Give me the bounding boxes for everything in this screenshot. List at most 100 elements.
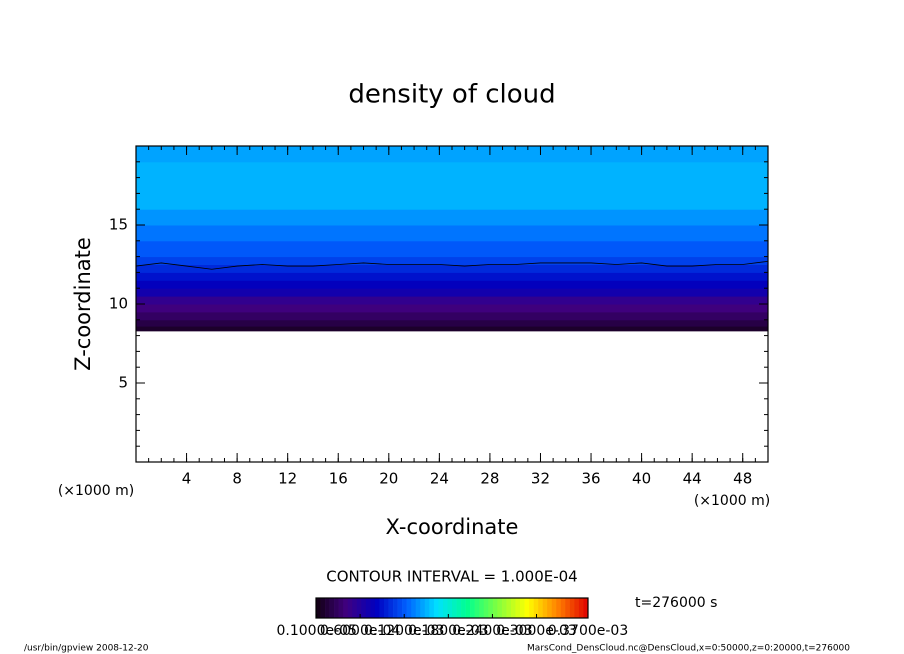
colorbar-cell [547, 598, 553, 618]
colorbar-cell [565, 598, 571, 618]
x-tick-label: 12 [278, 470, 297, 488]
colorbar-cell [356, 598, 362, 618]
colorbar-cell [397, 598, 403, 618]
colorbar-cell [461, 598, 466, 618]
y-tick-label: 15 [109, 216, 128, 234]
colorbar-cell [501, 598, 507, 618]
x-tick-label: 4 [182, 470, 192, 488]
density-band [136, 311, 768, 321]
x-tick-label: 36 [581, 470, 600, 488]
density-band [136, 264, 768, 273]
colorbar-cell [406, 598, 412, 618]
x-tick-label: 16 [329, 470, 348, 488]
density-band [136, 256, 768, 265]
colorbar-cell [569, 598, 575, 618]
colorbar-cell [492, 598, 498, 618]
colorbar-cell [474, 598, 480, 618]
density-band [136, 296, 768, 305]
colorbar-frame [315, 597, 589, 619]
colorbar-cell [388, 598, 394, 618]
density-band [136, 193, 768, 210]
colorbar-cell [338, 598, 344, 618]
contour-interval: CONTOUR INTERVAL = 1.000E-04 [326, 568, 577, 586]
colorbar-cell [483, 598, 489, 618]
colorbar-cell [497, 598, 503, 618]
colorbar-cell [533, 598, 539, 618]
colorbar-tick-label: 0.3000e-03 [496, 623, 576, 639]
colorbar-cell [515, 598, 521, 618]
colorbar-cell [316, 598, 321, 618]
chart-title: density of cloud [348, 80, 555, 110]
x-unit-label: (×1000 m) [694, 493, 770, 509]
colorbar-cell [465, 598, 471, 618]
y-unit-label: (×1000 m) [58, 483, 134, 499]
colorbar-cell [556, 598, 562, 618]
x-tick-label: 44 [683, 470, 702, 488]
time-label: t=276000 s [635, 595, 717, 611]
colorbar-cell [442, 598, 448, 618]
colorbar-tick-label: 0.2400e-03 [452, 623, 532, 639]
density-band [136, 319, 768, 327]
colorbar-cell [411, 598, 417, 618]
colorbar-cell [447, 598, 453, 618]
colorbar-cell [415, 598, 421, 618]
y-tick-label: 5 [118, 374, 128, 392]
colorbar-tick-label: 0.1000e-05 [277, 623, 357, 639]
colorbar-cell [470, 598, 475, 618]
density-band [136, 225, 768, 242]
x-tick-label: 24 [430, 470, 449, 488]
colorbar-cell [370, 598, 376, 618]
colorbar-cell [329, 598, 335, 618]
colorbar-cell [384, 598, 389, 618]
density-band [136, 161, 768, 179]
footer-left: /usr/bin/gpview 2008-12-20 [24, 644, 149, 654]
colorbar-cell [365, 598, 371, 618]
colorbar-cell [424, 598, 430, 618]
colorbar-cell [379, 598, 385, 618]
density-band [136, 209, 768, 226]
colorbar-tick-label: 0.1800e-03 [408, 623, 488, 639]
density-band [136, 326, 768, 332]
colorbar-cell [361, 598, 367, 618]
x-tick-label: 40 [632, 470, 651, 488]
colorbar-cell [320, 598, 326, 618]
x-tick-label: 8 [232, 470, 242, 488]
colorbar-cell [420, 598, 426, 618]
density-band [136, 240, 768, 258]
footer-right: MarsCond_DensCloud.nc@DensCloud,x=0:5000… [527, 644, 850, 654]
colorbar-cell [560, 598, 566, 618]
density-band [136, 304, 768, 313]
colorbar-cell [574, 598, 580, 618]
x-tick-label: 28 [480, 470, 499, 488]
colorbar-cell [452, 598, 457, 618]
colorbar-cell [529, 598, 534, 618]
x-tick-label: 20 [379, 470, 398, 488]
density-band [136, 177, 768, 194]
colorbar-cell [456, 598, 462, 618]
colorbar-cell [583, 598, 589, 618]
y-tick-label: 10 [109, 295, 128, 313]
density-band [136, 288, 768, 297]
colorbar-cell [578, 598, 584, 618]
colorbar-tick-label: 0.1200e-03 [364, 623, 444, 639]
colorbar-cell [510, 598, 516, 618]
colorbar-cell [520, 598, 525, 618]
colorbar-cell [551, 598, 557, 618]
colorbar-cell [488, 598, 494, 618]
x-tick-label: 32 [531, 470, 550, 488]
colorbar-cell [325, 598, 330, 618]
colorbar-cell [402, 598, 407, 618]
colorbar-cell [352, 598, 358, 618]
colorbar-cell [538, 598, 543, 618]
y-axis-label: Z-coordinate [71, 237, 95, 371]
colorbar-cell [433, 598, 439, 618]
colorbar-tick-label: 0.6000e-04 [320, 623, 401, 639]
colorbar-cell [343, 598, 349, 618]
colorbar-cell [347, 598, 353, 618]
colorbar-cell [506, 598, 512, 618]
colorbar-cell [429, 598, 435, 618]
colorbar-cell [479, 598, 485, 618]
density-band [136, 272, 768, 281]
colorbar-cell [374, 598, 380, 618]
